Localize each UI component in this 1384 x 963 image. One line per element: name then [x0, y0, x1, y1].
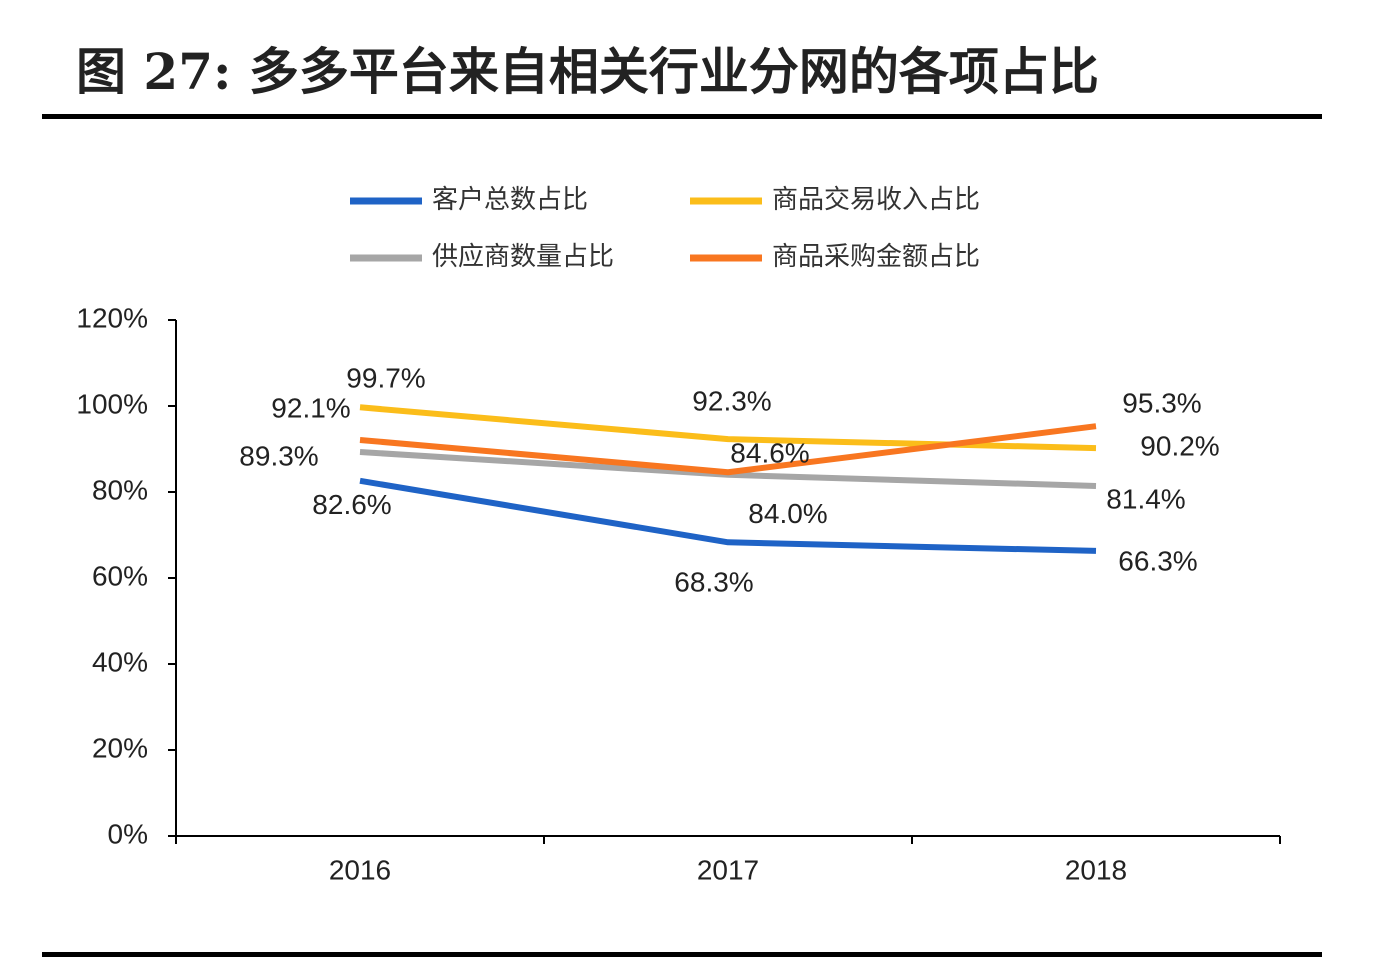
value-label: 68.3% — [674, 567, 753, 598]
value-label: 92.3% — [692, 386, 771, 417]
y-tick-label: 120% — [76, 302, 148, 333]
value-label: 90.2% — [1140, 431, 1219, 462]
series-line — [359, 477, 1097, 554]
bottom-rule — [42, 952, 1322, 957]
value-label: 95.3% — [1122, 388, 1201, 419]
series-line — [359, 404, 1097, 452]
value-label: 99.7% — [346, 363, 425, 394]
value-label: 81.4% — [1106, 483, 1185, 514]
x-tick-label: 2017 — [697, 854, 759, 885]
y-tick-label: 80% — [92, 474, 148, 505]
value-label: 66.3% — [1118, 545, 1197, 576]
y-tick-label: 40% — [92, 646, 148, 677]
title-rule — [42, 114, 1322, 119]
series-line — [359, 449, 1097, 489]
value-label: 82.6% — [312, 489, 391, 520]
series-line — [359, 423, 1097, 476]
legend-label: 供应商数量占比 — [432, 242, 614, 272]
value-label: 89.3% — [239, 440, 318, 471]
y-tick-label: 100% — [76, 388, 148, 419]
chart-title: 图 27: 多多平台来自相关行业分网的各项占比 — [76, 42, 1099, 101]
value-label: 92.1% — [271, 392, 350, 423]
value-label: 84.0% — [748, 498, 827, 529]
value-label: 84.6% — [730, 438, 809, 469]
legend-label: 商品交易收入占比 — [772, 185, 980, 215]
legend-label: 商品采购金额占比 — [772, 242, 980, 272]
y-tick-label: 0% — [108, 818, 148, 849]
legend-label: 客户总数占比 — [432, 185, 588, 215]
x-tick-label: 2018 — [1065, 854, 1127, 885]
x-tick-label: 2016 — [329, 854, 391, 885]
y-tick-label: 20% — [92, 732, 148, 763]
y-tick-label: 60% — [92, 560, 148, 591]
